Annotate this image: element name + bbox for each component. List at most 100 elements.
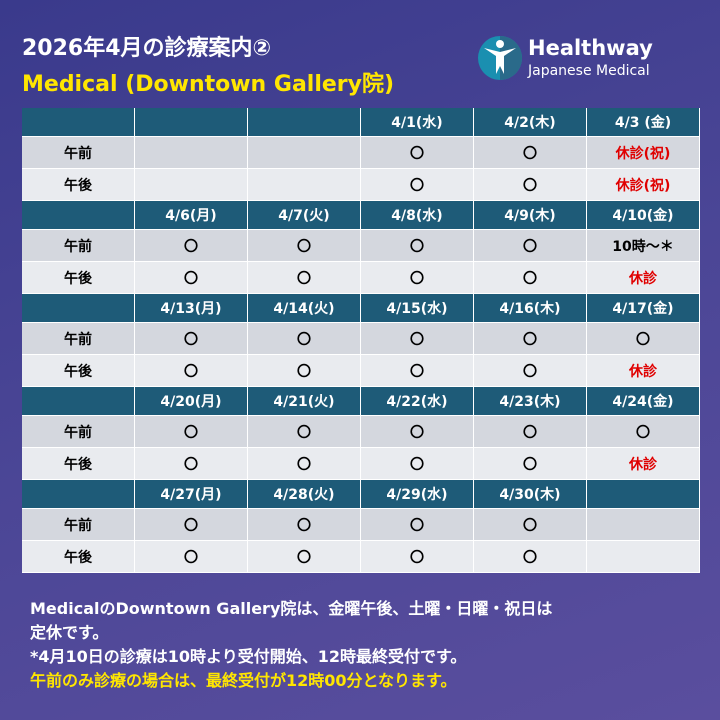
subtitle: Medical (Downtown Gallery院) (22, 72, 395, 97)
table-row: 午後〇〇〇〇休診 (22, 262, 700, 294)
table-cell: 午後 (22, 448, 135, 480)
table-cell (587, 541, 700, 573)
table-cell: 4/10(金) (587, 201, 700, 230)
table-cell: 午前 (22, 230, 135, 262)
table-cell (587, 480, 700, 509)
table-cell: 〇 (474, 262, 587, 294)
logo-icon (478, 36, 522, 80)
table-cell: 4/28(火) (248, 480, 361, 509)
table-cell: 午後 (22, 262, 135, 294)
table-cell: 午後 (22, 169, 135, 201)
logo-name: Healthway (528, 36, 653, 60)
table-cell: 4/13(月) (135, 294, 248, 323)
table-cell: 〇 (248, 416, 361, 448)
table-row: 4/27(月) 4/28(火) 4/29(水) 4/30(木) (22, 480, 700, 509)
table-cell (135, 108, 248, 137)
table-row: 4/6(月) 4/7(火) 4/8(水) 4/9(木) 4/10(金) (22, 201, 700, 230)
table-row: 4/1(水) 4/2(木) 4/3 (金) (22, 108, 700, 137)
table-cell: 〇 (135, 323, 248, 355)
table-cell: 〇 (135, 448, 248, 480)
table-cell: 10時～＊ (587, 230, 700, 262)
table-cell: 4/15(水) (361, 294, 474, 323)
table-cell (22, 201, 135, 230)
table-cell: 4/16(木) (474, 294, 587, 323)
table-cell: 〇 (587, 416, 700, 448)
table-cell: 〇 (361, 230, 474, 262)
table-cell (248, 108, 361, 137)
table-cell (135, 169, 248, 201)
table-cell: 休診(祝) (587, 137, 700, 169)
table-row: 午前〇〇休診(祝) (22, 137, 700, 169)
table-cell: 〇 (474, 509, 587, 541)
table-cell: 午前 (22, 137, 135, 169)
table-cell: 〇 (248, 230, 361, 262)
table-cell: 4/22(水) (361, 387, 474, 416)
table-cell (22, 480, 135, 509)
logo: Healthway Japanese Medical (476, 30, 676, 86)
table-cell: 午前 (22, 416, 135, 448)
table-cell: 休診 (587, 262, 700, 294)
table-cell: 休診 (587, 355, 700, 387)
table-cell: 〇 (248, 509, 361, 541)
footer-line: *4月10日の診療は10時より受付開始、12時最終受付です。 (30, 647, 467, 666)
table-cell: 4/21(火) (248, 387, 361, 416)
table-cell: 〇 (135, 230, 248, 262)
schedule-table: 4/1(水) 4/2(木) 4/3 (金) 午前〇〇休診(祝) 午後〇〇休診(祝) 4/6… (22, 108, 700, 573)
footer: MedicalのDowntown Gallery院は、金曜午後、土曜・日曜・祝日… (30, 597, 552, 693)
footer-line: 定休です。 (30, 623, 109, 642)
logo-tagline: Japanese Medical (528, 63, 650, 79)
table-row: 午後〇〇〇〇休診 (22, 355, 700, 387)
table-cell (248, 137, 361, 169)
table-cell: 〇 (474, 416, 587, 448)
table-cell: 〇 (474, 448, 587, 480)
table-cell: 午前 (22, 509, 135, 541)
table-cell: 〇 (587, 323, 700, 355)
table-cell: 〇 (474, 230, 587, 262)
table-row: 午前〇〇〇〇〇 (22, 323, 700, 355)
table-cell (248, 169, 361, 201)
table-row: 午前〇〇〇〇〇 (22, 416, 700, 448)
table-cell: 4/27(月) (135, 480, 248, 509)
table-cell (22, 108, 135, 137)
table-cell: 〇 (474, 323, 587, 355)
table-cell: 〇 (361, 169, 474, 201)
table-cell (22, 387, 135, 416)
table-cell: 4/23(木) (474, 387, 587, 416)
table-cell: 4/20(月) (135, 387, 248, 416)
table-cell: 〇 (248, 541, 361, 573)
footer-line: 午前のみ診療の場合は、最終受付が12時00分となります。 (30, 671, 457, 690)
table-cell: 4/14(火) (248, 294, 361, 323)
table-cell: 4/8(水) (361, 201, 474, 230)
table-cell: 4/6(月) (135, 201, 248, 230)
table-cell: 午後 (22, 355, 135, 387)
table-cell (22, 294, 135, 323)
table-cell: 4/3 (金) (587, 108, 700, 137)
table-cell: 〇 (248, 355, 361, 387)
table-cell: 〇 (474, 137, 587, 169)
table-cell (135, 137, 248, 169)
table-cell: 4/17(金) (587, 294, 700, 323)
footer-line: MedicalのDowntown Gallery院は、金曜午後、土曜・日曜・祝日… (30, 599, 553, 618)
table-cell: 〇 (361, 355, 474, 387)
table-row: 午前〇〇〇〇 (22, 509, 700, 541)
table-cell: 〇 (361, 448, 474, 480)
table-row: 午前〇〇〇〇 10時～＊ (22, 230, 700, 262)
table-cell: 4/1(水) (361, 108, 474, 137)
table-cell: 4/24(金) (587, 387, 700, 416)
table-cell: 〇 (135, 509, 248, 541)
table-row: 午後〇〇〇〇 (22, 541, 700, 573)
table-cell: 〇 (474, 541, 587, 573)
table-row: 4/20(月) 4/21(火) 4/22(水) 4/23(木) 4/24(金) (22, 387, 700, 416)
table-cell: 4/30(木) (474, 480, 587, 509)
table-cell: 休診 (587, 448, 700, 480)
table-cell: 〇 (361, 323, 474, 355)
table-cell: 午前 (22, 323, 135, 355)
table-cell: 〇 (248, 448, 361, 480)
table-cell: 〇 (248, 323, 361, 355)
table-cell: 〇 (361, 137, 474, 169)
table-cell: 〇 (474, 169, 587, 201)
table-cell: 〇 (361, 509, 474, 541)
table-cell: 〇 (135, 541, 248, 573)
table-cell: 4/7(火) (248, 201, 361, 230)
table-cell: 4/29(水) (361, 480, 474, 509)
